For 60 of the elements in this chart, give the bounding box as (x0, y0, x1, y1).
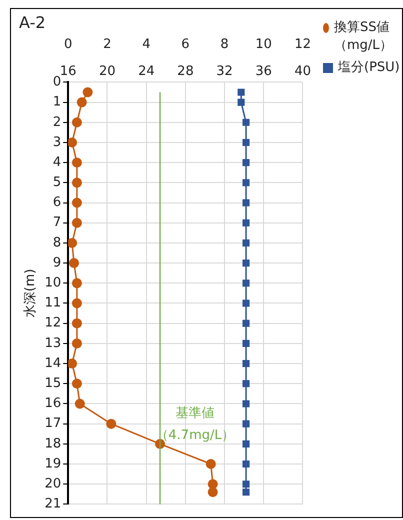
x-tick-label: 8 (220, 37, 229, 52)
x-tick-label: 0 (64, 37, 72, 52)
point (208, 487, 218, 498)
point (72, 318, 82, 328)
y-tick-label: 13 (44, 336, 62, 351)
y-tick-label: 18 (44, 436, 62, 452)
point (68, 238, 78, 248)
y-tick-label: 5 (52, 175, 62, 190)
y-tick-label: 14 (44, 356, 62, 371)
point (206, 459, 216, 470)
point (82, 87, 93, 98)
point (72, 178, 82, 188)
y-tick-label: 7 (52, 215, 62, 230)
y-axis-title: 水深(m) (23, 268, 38, 318)
y-tick-label: 6 (52, 195, 62, 210)
point (76, 97, 87, 108)
y-tick-label: 3 (52, 134, 62, 150)
y-tick-label: 19 (44, 456, 62, 472)
legend-label: 塩分(PSU) (338, 59, 400, 77)
point (72, 378, 82, 389)
y-tick-label: 17 (44, 416, 62, 432)
x2-tick-label: 24 (138, 64, 155, 79)
point (106, 418, 116, 429)
y-tick-label: 21 (44, 496, 62, 512)
y-tick-label: 4 (52, 154, 62, 170)
y-tick-label: 0 (52, 74, 62, 90)
point (74, 398, 85, 409)
y-tick-label: 1 (52, 94, 62, 110)
y-tick-label: 9 (52, 255, 62, 270)
x2-tick-label: 36 (255, 64, 272, 79)
y-tick-label: 12 (44, 316, 62, 331)
point (72, 158, 82, 168)
y-tick-label: 20 (44, 476, 62, 492)
point (72, 278, 82, 288)
chart-title: A-2 (19, 13, 46, 32)
y-tick-label: 11 (44, 296, 62, 311)
point (68, 137, 78, 148)
ref-line-label: 基準値（4.7mg/L） (154, 404, 236, 445)
x2-tick-label: 28 (177, 64, 194, 79)
point (72, 218, 82, 228)
y-tick-label: 16 (44, 396, 62, 412)
y-tick-label: 15 (44, 376, 62, 392)
y-tick-label: 8 (52, 235, 62, 250)
point (72, 338, 82, 348)
y-tick-label: 10 (44, 276, 62, 291)
x2-tick-label: 32 (216, 64, 233, 79)
x2-tick-label: 40 (294, 64, 311, 79)
point (68, 358, 78, 369)
point (72, 298, 82, 308)
point (72, 117, 82, 128)
y-tick-label: 2 (52, 114, 62, 130)
legend-label: 換算SS値（mg/L） (334, 19, 394, 55)
x-tick-label: 4 (142, 37, 150, 52)
x2-tick-label: 20 (98, 64, 116, 79)
point (69, 258, 80, 268)
point (72, 198, 82, 208)
x-tick-label: 2 (103, 37, 112, 52)
x-tick-label: 6 (181, 37, 190, 52)
x-tick-label: 12 (294, 37, 311, 52)
x-tick-label: 10 (255, 37, 272, 52)
